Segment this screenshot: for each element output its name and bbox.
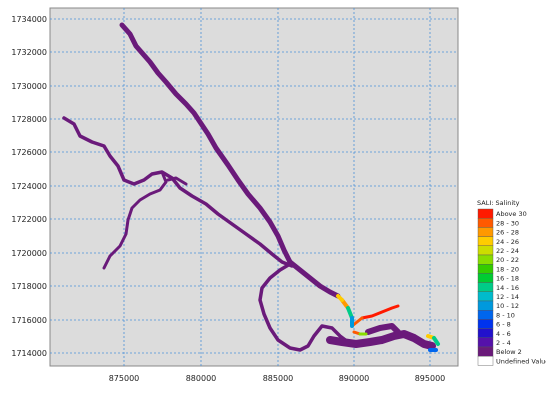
legend-label: 4 - 6 [496, 330, 511, 338]
legend-swatch [477, 328, 494, 339]
plot-area [49, 7, 459, 367]
channel-north-branch [119, 22, 293, 265]
legend-label: 26 - 28 [496, 229, 519, 237]
legend-swatch [477, 273, 494, 283]
legend-swatch [477, 245, 494, 256]
x-axis-labels: 875000 880000 885000 890000 895000 [109, 374, 446, 383]
salinity-segment-inlet [360, 304, 400, 320]
legend-label: 16 - 18 [496, 275, 519, 283]
x-tick-label: 880000 [186, 374, 217, 383]
legend-swatch [477, 291, 494, 302]
legend-label: 12 - 14 [496, 293, 519, 301]
y-tick-label: 1726000 [11, 148, 47, 157]
legend-swatch [477, 254, 494, 265]
legend-label: 10 - 12 [496, 302, 519, 310]
legend-label: 14 - 16 [496, 284, 519, 292]
river-network [62, 22, 436, 352]
legend-swatch [477, 236, 494, 247]
y-tick-label: 1714000 [11, 349, 47, 358]
channel-estuary-upper [365, 323, 401, 335]
legend-label: Above 30 [496, 210, 527, 218]
y-tick-label: 1716000 [11, 316, 47, 325]
salinity-gradient-segments [336, 294, 440, 352]
channel-estuary [326, 330, 436, 350]
x-tick-label: 875000 [109, 374, 140, 383]
legend-swatch [477, 356, 494, 366]
legend-label: 6 - 8 [496, 321, 511, 329]
legend-swatch [477, 337, 494, 348]
legend-swatch [477, 264, 494, 274]
legend-title: SALI: Salinity [477, 199, 520, 207]
gridlines [50, 8, 458, 366]
y-tick-label: 1732000 [11, 48, 47, 57]
channel-lower-loop [258, 262, 350, 352]
legend-swatch [477, 300, 494, 311]
y-tick-label: 1722000 [11, 215, 47, 224]
y-tick-label: 1728000 [11, 115, 47, 124]
legend-swatch [477, 310, 494, 320]
x-tick-label: 885000 [263, 374, 294, 383]
salinity-segment-east-b [432, 336, 440, 346]
x-tick-label: 895000 [415, 374, 446, 383]
legend-label: Below 2 [496, 348, 522, 356]
y-tick-label: 1730000 [11, 82, 47, 91]
legend-swatch [477, 319, 494, 329]
legend-label: 22 - 24 [496, 247, 519, 255]
legend-label: 18 - 20 [496, 265, 519, 273]
legend-swatch [477, 217, 494, 228]
legend-swatch [477, 227, 494, 237]
legend-swatch [477, 208, 494, 219]
channel-lower-main [287, 259, 341, 299]
y-axis-labels: 1734000 1732000 1730000 1728000 1726000 … [11, 15, 47, 358]
y-tick-label: 1720000 [11, 249, 47, 258]
salinity-segment-north-b [336, 294, 344, 302]
channel-middle-tributary [166, 176, 188, 186]
legend-label: Undefined Value [496, 357, 546, 365]
legend-label: 28 - 30 [496, 219, 519, 227]
x-tick-label: 890000 [339, 374, 370, 383]
channel-southwest-tributary [102, 170, 168, 270]
y-tick-label: 1718000 [11, 282, 47, 291]
legend-swatch [477, 282, 494, 293]
legend-label: 24 - 26 [496, 238, 519, 246]
legend-label: 20 - 22 [496, 256, 519, 264]
legend-label: 2 - 4 [496, 339, 511, 347]
legend-swatch [477, 346, 494, 357]
legend-label: 8 - 10 [496, 311, 515, 319]
y-tick-label: 1724000 [11, 182, 47, 191]
y-tick-label: 1734000 [11, 15, 47, 24]
